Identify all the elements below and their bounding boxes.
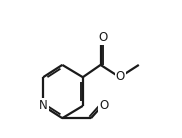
Text: O: O: [116, 70, 125, 83]
Text: N: N: [39, 99, 48, 112]
Text: O: O: [99, 99, 109, 112]
Text: O: O: [98, 31, 107, 44]
